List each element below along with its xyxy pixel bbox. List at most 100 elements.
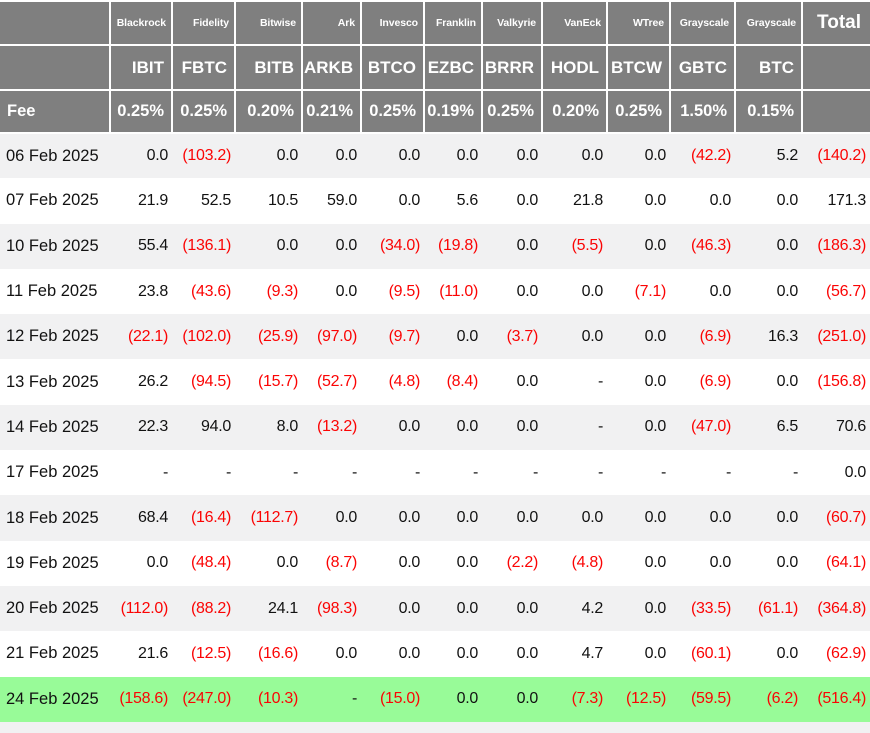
ticker-header-cell: BRRR xyxy=(481,44,543,91)
flow-value-cell: 0.0 xyxy=(516,191,539,209)
partial-cell xyxy=(670,721,735,733)
flow-value-cell: 52.5 xyxy=(201,191,231,209)
flow-value-cell: - xyxy=(225,463,231,481)
flow-value-cell: - xyxy=(597,463,603,481)
flow-value-cell: 0.0 xyxy=(456,418,479,436)
date-cell: 10 Feb 2025 xyxy=(6,236,99,255)
flow-value-cell: 0.0 xyxy=(398,599,421,617)
flow-value-cell: 0.0 xyxy=(516,282,539,300)
flow-value-cell: 0.0 xyxy=(335,147,358,165)
table-row: 17 Feb 2025 - - - - - - - - - - - 0.0 xyxy=(0,450,870,496)
partial-cell xyxy=(482,721,542,733)
flow-value-cell: (33.5) xyxy=(691,599,731,617)
flow-value-cell: 0.0 xyxy=(456,554,479,572)
fee-value-cell: 0.21% xyxy=(301,89,362,134)
flow-value-cell: (15.7) xyxy=(258,373,298,391)
date-cell: 18 Feb 2025 xyxy=(6,508,99,527)
total-value-cell: (56.7) xyxy=(826,282,866,300)
date-cell: 06 Feb 2025 xyxy=(6,146,99,165)
flow-value-cell: 0.0 xyxy=(398,418,421,436)
flow-value-cell: 0.0 xyxy=(644,644,667,662)
flow-value-cell: 22.3 xyxy=(138,418,168,436)
date-cell: 11 Feb 2025 xyxy=(6,282,98,301)
provider-header-cell: Ark xyxy=(301,0,362,46)
flow-value-cell: 68.4 xyxy=(138,509,168,527)
flow-value-cell: (12.5) xyxy=(626,690,666,708)
flow-value-cell: (97.0) xyxy=(317,327,357,345)
flow-value-cell: 0.0 xyxy=(516,599,539,617)
provider-header-cell: Blackrock xyxy=(109,0,173,46)
total-value-cell: (516.4) xyxy=(817,690,866,708)
flow-value-cell: - xyxy=(351,690,357,708)
flow-value-cell: (9.7) xyxy=(388,327,421,345)
partial-cell xyxy=(302,721,361,733)
flow-value-cell: (88.2) xyxy=(191,599,231,617)
partial-cell xyxy=(607,721,670,733)
flow-value-cell: 0.0 xyxy=(516,147,539,165)
flow-value-cell: (8.7) xyxy=(325,554,358,572)
date-cell: 20 Feb 2025 xyxy=(6,599,99,618)
ticker-header-cell: HODL xyxy=(541,44,608,91)
flow-value-cell: 0.0 xyxy=(335,644,358,662)
flow-value-cell: 0.0 xyxy=(398,644,421,662)
flow-value-cell: (5.5) xyxy=(571,237,604,255)
total-value-cell: 171.3 xyxy=(827,191,866,209)
date-cell: 24 Feb 2025 xyxy=(6,689,99,708)
flow-value-cell: (158.6) xyxy=(119,690,168,708)
flow-value-cell: 0.0 xyxy=(709,191,732,209)
corner-cell xyxy=(0,0,111,46)
flow-value-cell: (12.5) xyxy=(191,644,231,662)
flow-value-cell: 0.0 xyxy=(776,237,799,255)
flow-value-cell: (11.0) xyxy=(439,282,478,300)
ticker-header-cell: IBIT xyxy=(109,44,173,91)
flow-value-cell: 0.0 xyxy=(644,418,667,436)
flow-value-cell: 0.0 xyxy=(644,373,667,391)
flow-value-cell: 0.0 xyxy=(581,147,604,165)
flow-value-cell: 0.0 xyxy=(516,644,539,662)
provider-header-cell: Invesco xyxy=(360,0,425,46)
flow-value-cell: 0.0 xyxy=(644,147,667,165)
fee-row: Fee 0.25% 0.25% 0.20% 0.21% 0.25% 0.19% 0.25% 0.… xyxy=(0,89,870,134)
table-row: 12 Feb 2025 (22.1) (102.0) (25.9) (97.0) (9.7… xyxy=(0,314,870,360)
table-row: 13 Feb 2025 26.2 (94.5) (15.7) (52.7) (4.8) (8… xyxy=(0,359,870,405)
flow-value-cell: 0.0 xyxy=(146,147,169,165)
ticker-row: IBIT FBTC BITB ARKB BTCO EZBC BRRR HODL BTCW GBTC… xyxy=(0,44,870,91)
flow-value-cell: 0.0 xyxy=(516,373,539,391)
table-row: 21 Feb 2025 21.6 (12.5) (16.6) 0.0 0.0 0.0 0.0 4… xyxy=(0,631,870,677)
total-value-cell: 70.6 xyxy=(836,418,866,436)
flow-value-cell: (6.9) xyxy=(699,327,732,345)
flow-value-cell: - xyxy=(660,463,666,481)
flow-value-cell: - xyxy=(792,463,798,481)
total-value-cell: (60.7) xyxy=(826,509,866,527)
flow-value-cell: - xyxy=(292,463,298,481)
ticker-header-cell: EZBC xyxy=(423,44,483,91)
provider-header-cell: Bitwise xyxy=(234,0,303,46)
flow-value-cell: (59.5) xyxy=(691,690,731,708)
flow-value-cell: 0.0 xyxy=(456,509,479,527)
fee-value-cell: 0.20% xyxy=(234,89,303,134)
flow-value-cell: (52.7) xyxy=(317,373,357,391)
date-cell: 17 Feb 2025 xyxy=(6,463,99,482)
flow-value-cell: (48.4) xyxy=(191,554,231,572)
flow-value-cell: 0.0 xyxy=(644,599,667,617)
flow-value-cell: 0.0 xyxy=(581,327,604,345)
total-header-cell: Total xyxy=(801,0,870,46)
flow-value-cell: (6.2) xyxy=(766,690,799,708)
flow-value-cell: 0.0 xyxy=(398,147,421,165)
flow-value-cell: (3.7) xyxy=(506,327,539,345)
flow-value-cell: 0.0 xyxy=(335,237,358,255)
flow-value-cell: 4.7 xyxy=(581,644,604,662)
total-value-cell: (140.2) xyxy=(817,147,866,165)
flow-value-cell: (8.4) xyxy=(446,373,479,391)
table-row: 14 Feb 2025 22.3 94.0 8.0 (13.2) 0.0 0.0 0.0 - 0.… xyxy=(0,404,870,451)
ticker-header-cell: BTCW xyxy=(606,44,671,91)
flow-value-cell: 0.0 xyxy=(581,282,604,300)
flow-value-cell: (9.5) xyxy=(388,282,421,300)
flow-value-cell: (42.2) xyxy=(691,147,731,165)
ticker-header-cell: BTCO xyxy=(360,44,425,91)
flow-value-cell: - xyxy=(162,463,168,481)
flow-value-cell: - xyxy=(597,373,603,391)
flow-value-cell: (19.8) xyxy=(438,237,478,255)
provider-header-cell: Valkyrie xyxy=(481,0,543,46)
